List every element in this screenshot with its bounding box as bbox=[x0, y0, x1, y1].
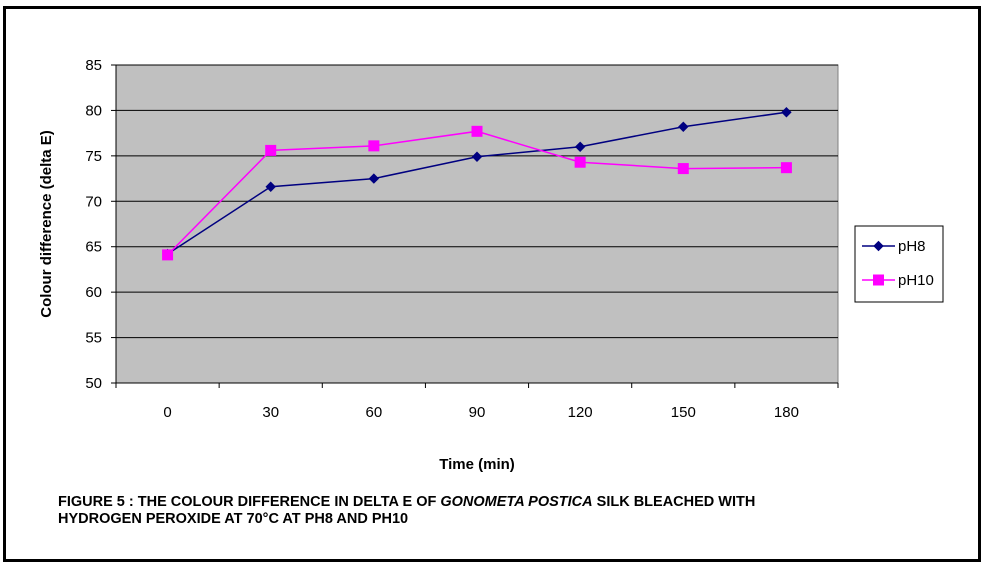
legend-marker bbox=[873, 240, 884, 252]
series-ph10 bbox=[162, 125, 792, 261]
data-point bbox=[677, 163, 689, 175]
data-point bbox=[574, 156, 586, 168]
x-tick-label: 60 bbox=[366, 404, 383, 421]
data-point bbox=[265, 181, 276, 192]
legend-label: pH8 bbox=[898, 238, 926, 255]
x-tick-label: 120 bbox=[568, 404, 593, 421]
data-point bbox=[574, 141, 586, 152]
legend-item-ph8: pH8 bbox=[862, 238, 926, 255]
legend: pH8 pH10 bbox=[854, 225, 944, 303]
data-point bbox=[368, 140, 380, 152]
plot-area bbox=[115, 64, 839, 384]
legend-item-ph10: pH10 bbox=[862, 272, 934, 289]
caption-species: GONOMETA POSTICA bbox=[440, 494, 593, 510]
legend-box bbox=[854, 225, 944, 303]
data-point bbox=[471, 151, 483, 162]
x-tick-label: 0 bbox=[163, 404, 171, 421]
y-tick-label: 85 bbox=[85, 57, 102, 74]
y-tick-label: 50 bbox=[85, 375, 102, 392]
data-point bbox=[471, 125, 483, 137]
legend-marker bbox=[873, 274, 884, 286]
y-tick-label: 70 bbox=[85, 193, 102, 210]
data-point bbox=[368, 173, 380, 184]
data-point bbox=[780, 162, 792, 174]
x-tick-label: 180 bbox=[774, 404, 799, 421]
data-point bbox=[162, 249, 174, 261]
line-chart: 50 55 60 65 70 75 80 85 0 30 60 90 120 150 180 Time (m… bbox=[38, 57, 944, 473]
figure-caption: FIGURE 5 : THE COLOUR DIFFERENCE IN DELT… bbox=[58, 494, 818, 528]
y-tick-label: 75 bbox=[85, 148, 102, 165]
y-tick-label: 60 bbox=[85, 284, 102, 301]
axes: 50 55 60 65 70 75 80 85 0 30 60 90 120 150 180 bbox=[85, 57, 839, 421]
caption-suffix: SILK BLEACHED WITH HYDROGEN PEROXIDE AT … bbox=[58, 494, 756, 527]
y-axis-title: Colour difference (delta E) bbox=[38, 130, 55, 318]
x-tick-label: 150 bbox=[671, 404, 696, 421]
data-point bbox=[678, 121, 689, 132]
figure-frame: 50 55 60 65 70 75 80 85 0 30 60 90 120 150 180 Time (m… bbox=[3, 6, 981, 562]
series-layer bbox=[162, 107, 792, 261]
x-axis-title: Time (min) bbox=[439, 456, 515, 473]
y-tick-label: 80 bbox=[85, 102, 102, 119]
legend-label: pH10 bbox=[898, 272, 934, 289]
x-tick-label: 30 bbox=[262, 404, 279, 421]
caption-prefix: FIGURE 5 : THE COLOUR DIFFERENCE IN DELT… bbox=[58, 494, 441, 510]
data-point bbox=[265, 144, 277, 156]
data-point bbox=[781, 107, 792, 118]
y-tick-label: 65 bbox=[85, 239, 102, 256]
y-tick-label: 55 bbox=[85, 330, 102, 347]
x-tick-label: 90 bbox=[469, 404, 486, 421]
